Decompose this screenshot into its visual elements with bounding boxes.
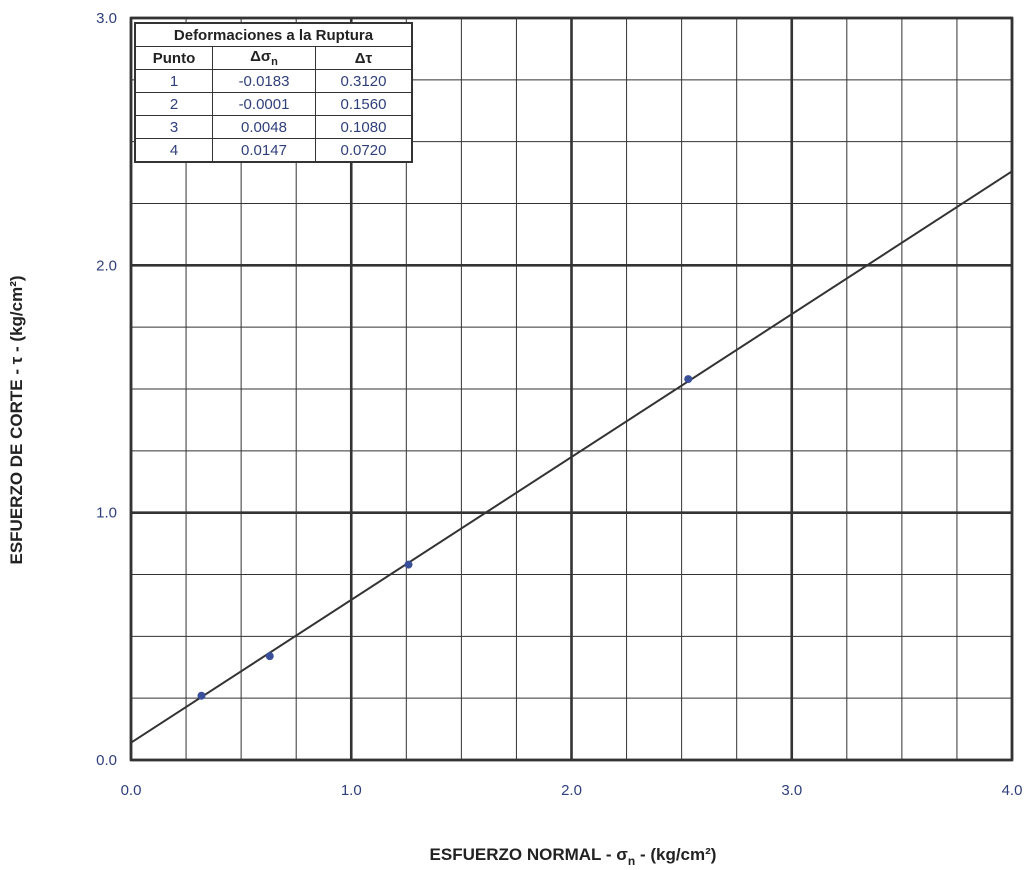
x-tick-label: 2.0 — [561, 782, 582, 799]
table-header-row: Punto Δσn Δτ — [134, 46, 413, 70]
plot-border — [129, 16, 1014, 762]
cell-delta-tau: 0.0720 — [315, 138, 413, 163]
y-tick-label: 0.0 — [96, 752, 117, 769]
data-point-2 — [265, 652, 274, 661]
cell-delta-tau: 0.1080 — [315, 115, 413, 139]
x-tick-label: 3.0 — [781, 782, 802, 799]
deformations-table: Deformaciones a la Ruptura Punto Δσn Δτ … — [134, 22, 413, 163]
x-tick-labels: 0.0 1.0 2.0 3.0 4.0 — [121, 782, 1023, 799]
y-tick-label: 3.0 — [96, 10, 117, 27]
y-tick-labels: 0.0 1.0 2.0 3.0 — [96, 10, 117, 769]
x-tick-label: 4.0 — [1002, 782, 1023, 799]
plot-frame — [129, 16, 1014, 762]
cell-delta-sigma: -0.0183 — [212, 69, 316, 93]
y-tick-label: 2.0 — [96, 257, 117, 274]
table-row: 1 -0.0183 0.3120 — [134, 69, 413, 93]
cell-delta-sigma: 0.0147 — [212, 138, 316, 163]
table-title: Deformaciones a la Ruptura — [134, 22, 413, 47]
x-tick-label: 0.0 — [121, 782, 142, 799]
fit-line — [130, 170, 1013, 744]
data-point-1 — [197, 691, 206, 700]
y-tick-label: 1.0 — [96, 505, 117, 522]
fit-line-group — [130, 170, 1013, 744]
cell-delta-tau: 0.1560 — [315, 92, 413, 116]
data-point-3 — [404, 560, 413, 569]
cell-delta-tau: 0.3120 — [315, 69, 413, 93]
cell-delta-sigma: 0.0048 — [212, 115, 316, 139]
data-point-4 — [684, 375, 693, 384]
cell-punto: 3 — [134, 115, 213, 139]
table-row: 2 -0.0001 0.1560 — [134, 92, 413, 116]
table-title-row: Deformaciones a la Ruptura — [134, 22, 413, 47]
col-header-delta-sigma: Δσn — [212, 46, 316, 70]
x-tick-label: 1.0 — [341, 782, 362, 799]
col-header-delta-tau: Δτ — [315, 46, 413, 70]
col-header-punto: Punto — [134, 46, 213, 70]
table-row: 3 0.0048 0.1080 — [134, 115, 413, 139]
x-axis-title: ESFUERZO NORMAL - σn - (kg/cm²) — [430, 845, 717, 868]
cell-punto: 2 — [134, 92, 213, 116]
y-axis-title: ESFUERZO DE CORTE - τ - (kg/cm²) — [7, 275, 26, 564]
cell-punto: 4 — [134, 138, 213, 163]
cell-delta-sigma: -0.0001 — [212, 92, 316, 116]
data-points — [197, 375, 693, 700]
cell-punto: 1 — [134, 69, 213, 93]
table-row: 4 0.0147 0.0720 — [134, 138, 413, 163]
